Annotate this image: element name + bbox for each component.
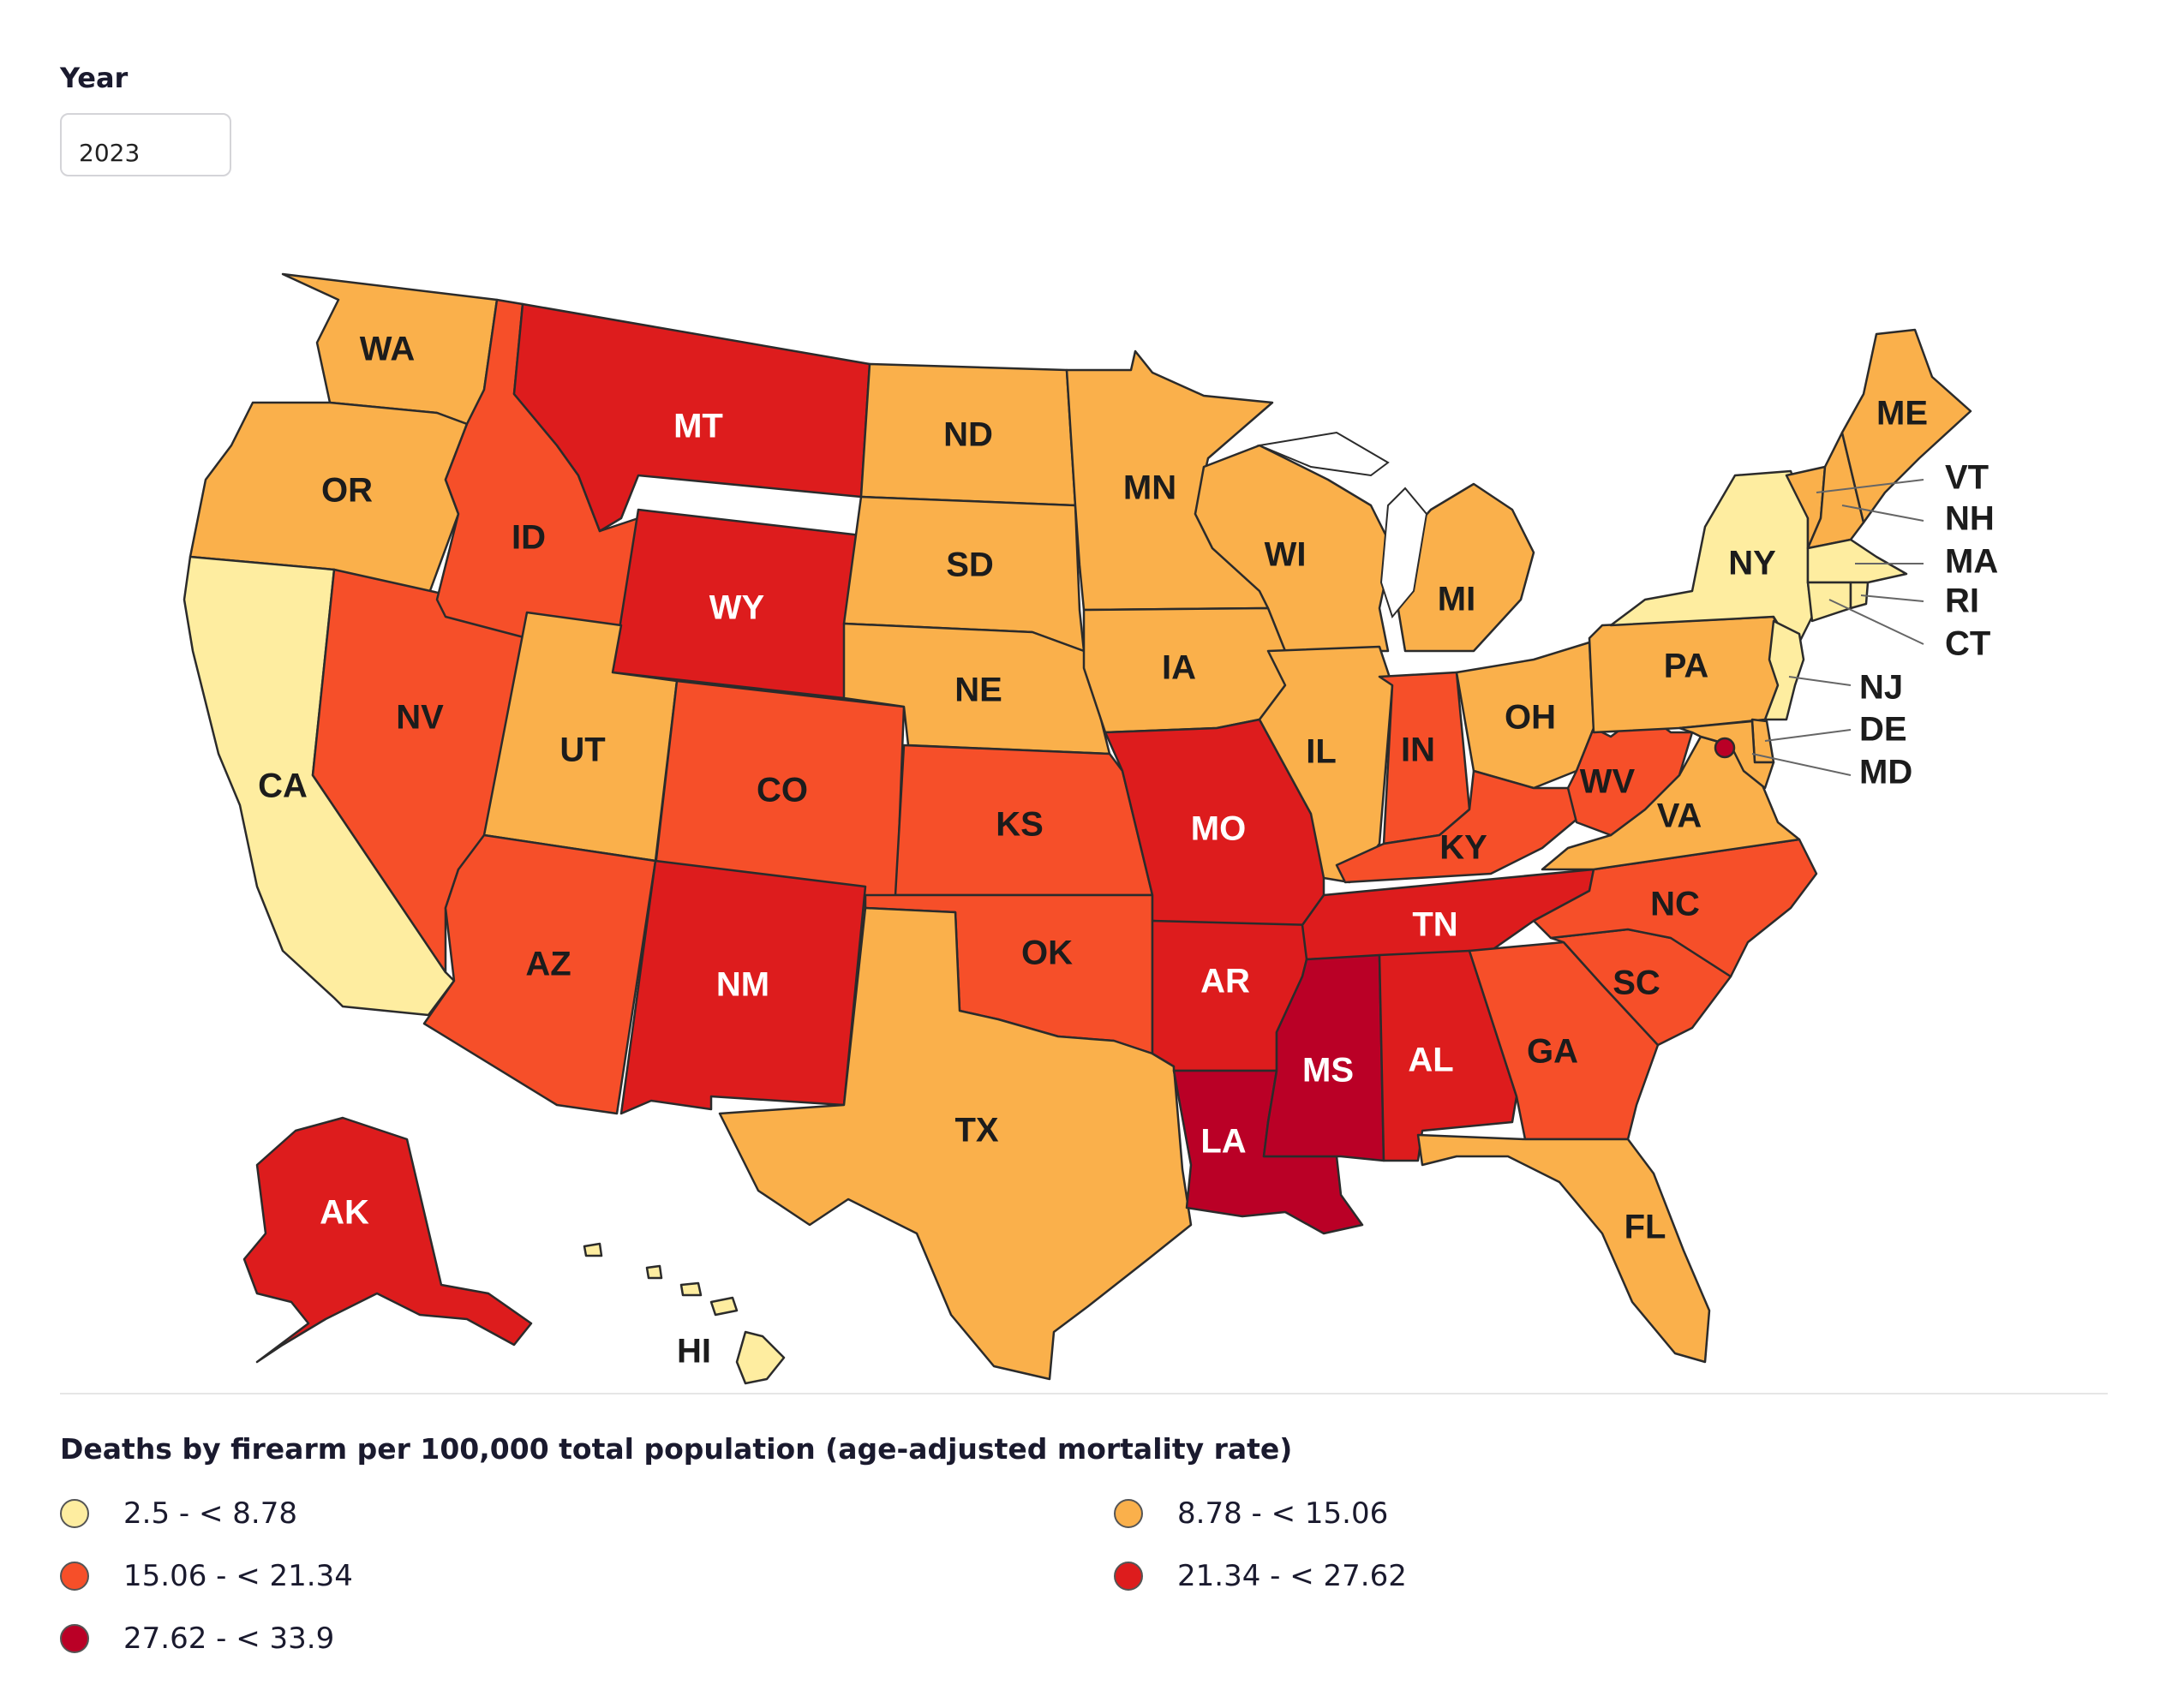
state-fl[interactable] [1416,1133,1711,1364]
state-hi-maui[interactable] [709,1296,739,1317]
legend-label-bin-4: 21.34 - < 27.62 [1177,1559,1407,1593]
state-ri[interactable] [1849,581,1870,610]
state-label-ia: IA [1162,649,1196,687]
state-label-ks: KS [996,806,1044,844]
state-az[interactable] [422,833,657,1115]
state-label-ok: OK [1021,935,1073,972]
state-label-wi: WI [1265,536,1307,574]
legend-item-bin-4[interactable]: 21.34 - < 27.62 [1114,1559,1407,1593]
state-label-or: OR [321,472,373,510]
state-label-in: IN [1401,732,1435,769]
legend-label-bin-2: 8.78 - < 15.06 [1177,1496,1389,1531]
state-label-md: MD [1859,754,1912,791]
map-legend-divider [60,1393,2108,1394]
state-ct[interactable] [1806,581,1852,623]
state-label-nj: NJ [1859,669,1903,707]
state-nj[interactable] [1763,619,1805,721]
state-label-sd: SD [946,546,994,584]
state-hi-niihau[interactable] [583,1242,603,1257]
year-filter-label: Year [60,62,129,94]
state-label-nc: NC [1650,886,1700,923]
legend-swatch-bin-5 [60,1624,89,1653]
state-md[interactable] [1678,720,1775,790]
dc-marker[interactable] [1714,737,1736,759]
state-hi-kauai[interactable] [645,1264,663,1280]
state-label-wy: WY [709,589,765,627]
leader-lines [1751,479,1924,776]
state-label-ny: NY [1728,545,1776,582]
state-label-az: AZ [525,946,571,983]
legend-item-bin-3[interactable]: 15.06 - < 21.34 [60,1559,353,1593]
legend-swatch-bin-2 [1114,1499,1143,1528]
state-ma[interactable] [1806,538,1908,584]
state-label-ga: GA [1527,1033,1578,1071]
state-label-nm: NM [716,966,769,1004]
state-label-ak: AK [320,1194,369,1232]
state-label-ma: MA [1945,543,1998,581]
state-label-il: IL [1306,733,1337,771]
state-label-nd: ND [943,416,993,454]
state-label-tn: TN [1412,906,1457,944]
legend-label-bin-3: 15.06 - < 21.34 [123,1559,353,1593]
state-label-oh: OH [1505,699,1556,737]
state-label-fl: FL [1624,1209,1666,1246]
state-label-mo: MO [1191,810,1246,848]
state-hi-oahu[interactable] [679,1281,703,1297]
state-label-tx: TX [954,1112,998,1150]
state-or[interactable] [188,401,469,597]
state-il[interactable] [1258,645,1394,884]
state-nc[interactable] [1532,838,1818,978]
legend-label-bin-5: 27.62 - < 33.9 [123,1621,335,1656]
state-label-al: AL [1408,1042,1453,1079]
legend-item-bin-2[interactable]: 8.78 - < 15.06 [1114,1496,1388,1531]
state-label-ri: RI [1945,582,1979,620]
state-label-mt: MT [673,408,723,445]
year-select-value: 2023 [79,139,141,167]
legend-item-bin-1[interactable]: 2.5 - < 8.78 [60,1496,297,1531]
state-label-ne: NE [954,672,1002,709]
state-label-de: DE [1859,711,1907,749]
state-nm[interactable] [619,859,867,1115]
state-label-nh: NH [1945,500,1995,538]
state-wi[interactable] [1194,444,1394,653]
legend-title: Deaths by firearm per 100,000 total popu… [60,1432,1293,1466]
state-label-hi: HI [677,1333,711,1371]
state-hi[interactable] [735,1330,786,1385]
state-ak[interactable] [242,1116,533,1364]
legend-item-bin-5[interactable]: 27.62 - < 33.9 [60,1621,334,1656]
legend-swatch-bin-4 [1114,1562,1143,1591]
state-label-ky: KY [1439,829,1487,867]
state-label-mi: MI [1438,581,1475,618]
state-me[interactable] [1840,328,1972,524]
state-label-id: ID [512,519,546,557]
state-label-va: VA [1657,797,1702,835]
legend-swatch-bin-3 [60,1562,89,1591]
state-label-la: LA [1200,1123,1246,1161]
state-label-ca: CA [258,767,308,805]
great-lakes [1256,431,1428,619]
state-label-vt: VT [1945,459,1989,497]
state-label-ut: UT [559,732,605,769]
legend-swatch-bin-1 [60,1499,89,1528]
state-label-pa: PA [1664,648,1709,685]
state-label-ar: AR [1200,963,1250,1000]
state-label-wa: WA [360,331,415,368]
state-label-co: CO [757,772,808,809]
state-ky[interactable] [1335,769,1595,884]
legend-label-bin-1: 2.5 - < 8.78 [123,1496,297,1531]
state-tx[interactable] [718,906,1193,1381]
state-label-nv: NV [396,699,444,737]
state-label-mn: MN [1123,469,1176,507]
state-mi[interactable] [1391,482,1535,653]
state-label-wv: WV [1580,763,1636,801]
state-label-me: ME [1876,395,1928,433]
state-label-ms: MS [1302,1052,1354,1090]
us-choropleth-map: WA OR CA NV ID MT WY UT AZ CO NM ND SD N… [182,272,1998,1385]
state-label-ct: CT [1945,625,1990,663]
state-label-sc: SC [1613,964,1660,1002]
year-select[interactable]: 2023 [60,113,231,176]
